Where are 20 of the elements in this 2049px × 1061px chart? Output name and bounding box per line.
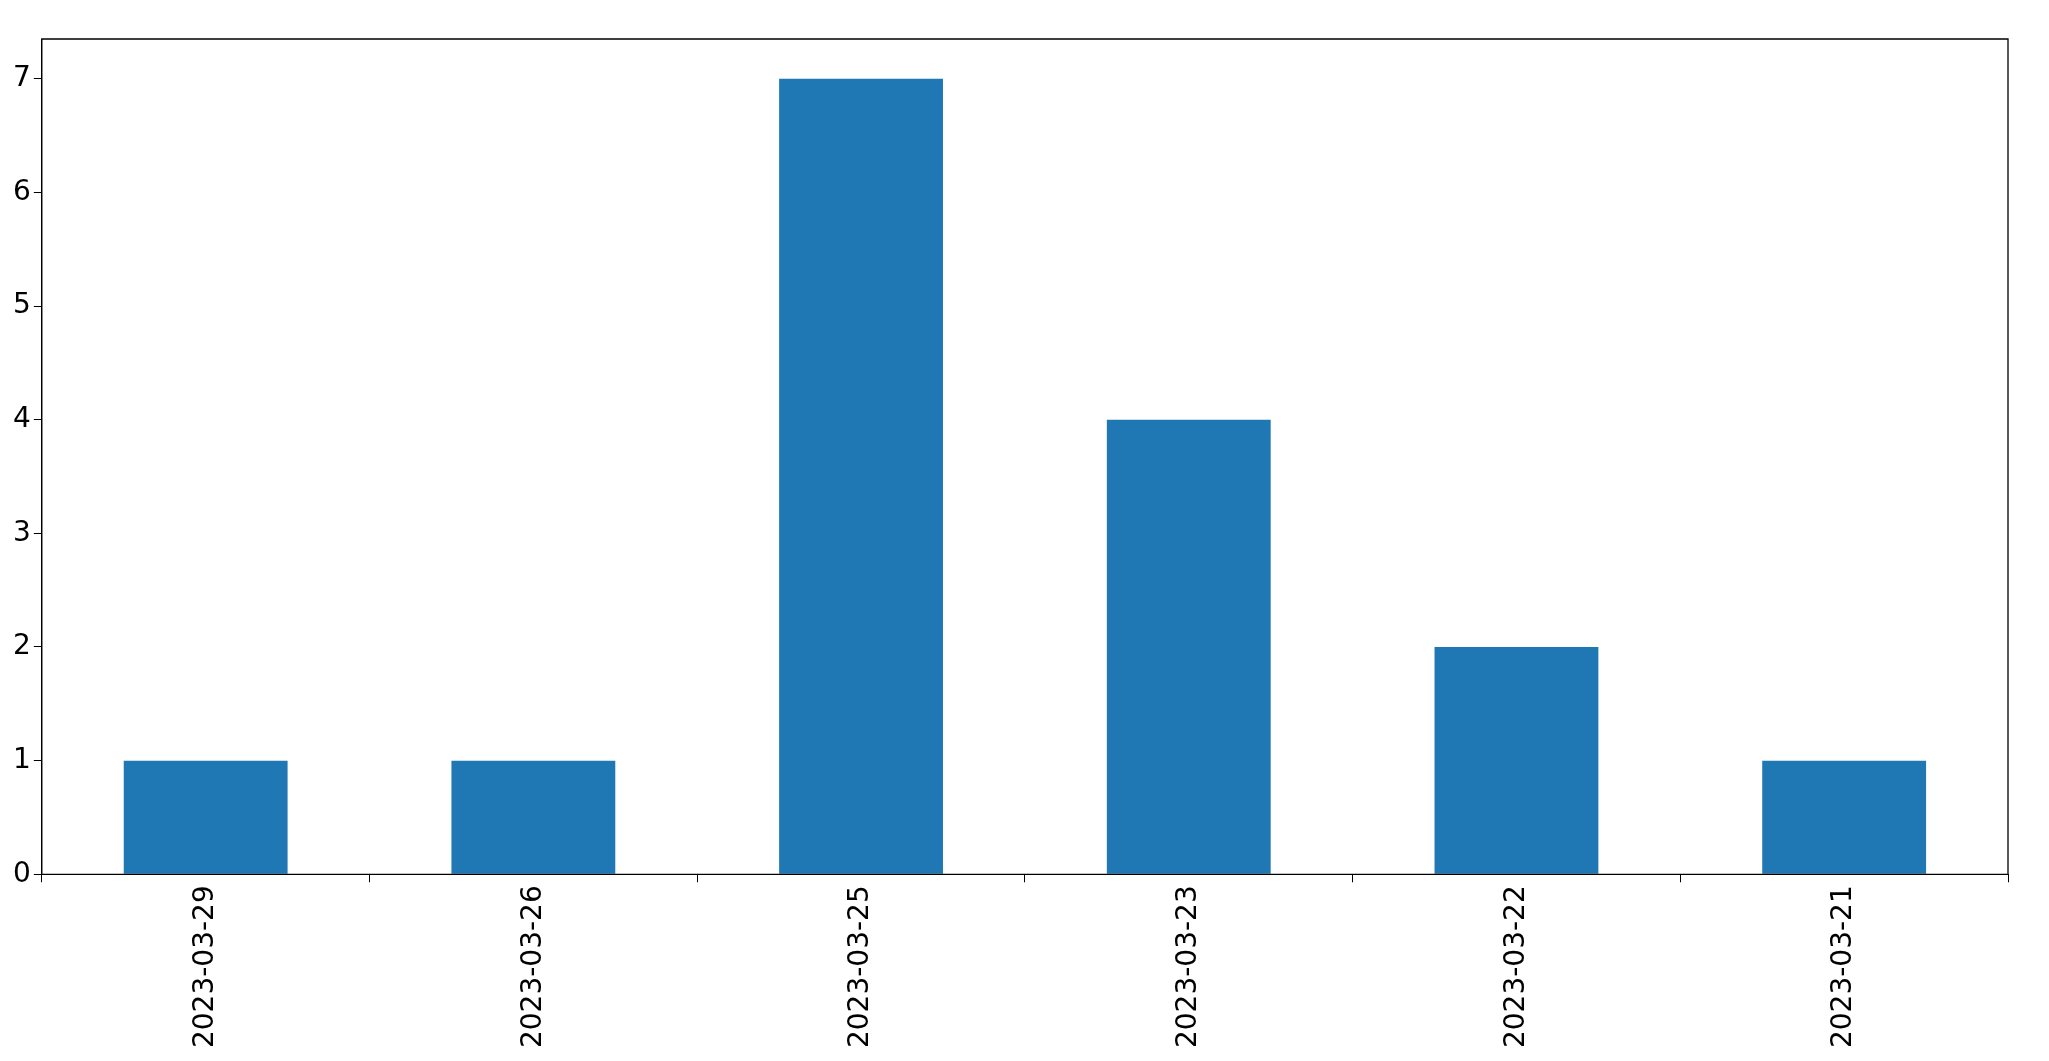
x-tick-label: 2023-03-21 bbox=[1825, 885, 1859, 1049]
bar bbox=[451, 760, 616, 874]
bar bbox=[1762, 760, 1927, 874]
x-tick-label: 2023-03-26 bbox=[514, 885, 548, 1049]
x-tick-label: 2023-03-29 bbox=[186, 885, 220, 1049]
bar bbox=[1106, 419, 1271, 874]
y-tick-label: 2 bbox=[12, 628, 31, 662]
y-tick-label: 7 bbox=[12, 60, 31, 94]
y-tick-label: 1 bbox=[12, 741, 31, 775]
y-tick-label: 4 bbox=[12, 400, 31, 434]
y-tick-label: 0 bbox=[12, 855, 31, 889]
bar bbox=[1434, 646, 1599, 874]
y-tick-label: 3 bbox=[12, 514, 31, 548]
y-tick-label: 6 bbox=[12, 173, 31, 207]
x-tick-label: 2023-03-22 bbox=[1497, 885, 1531, 1049]
y-tick-label: 5 bbox=[12, 287, 31, 321]
bar bbox=[779, 78, 943, 874]
x-tick-label: 2023-03-25 bbox=[842, 885, 876, 1049]
x-tick-label: 2023-03-23 bbox=[1170, 885, 1204, 1049]
bar bbox=[123, 760, 288, 874]
